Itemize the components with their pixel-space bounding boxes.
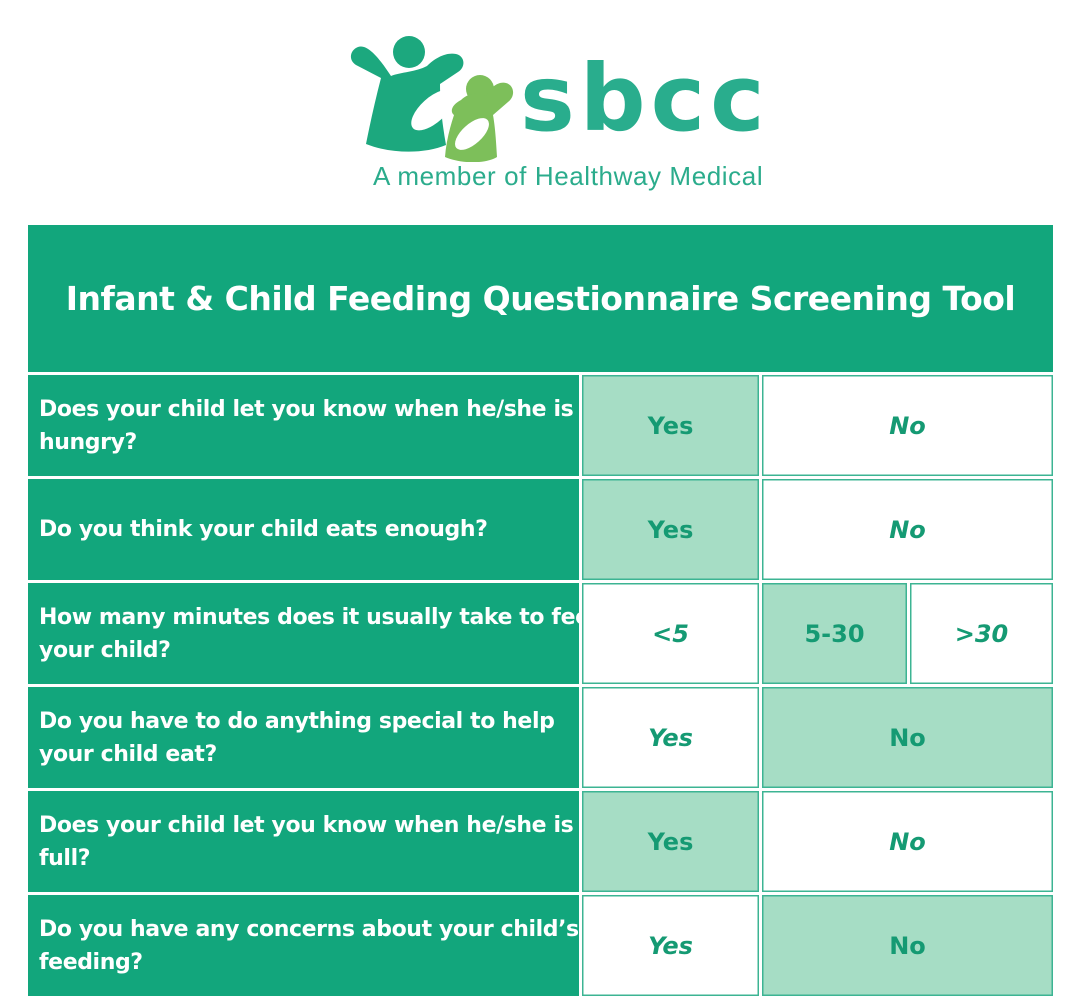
question-concerns: Do you have any concerns about your chil… — [28, 895, 579, 996]
answer-option-yes[interactable]: Yes — [582, 479, 759, 580]
answer-option-no[interactable]: No — [762, 375, 1053, 476]
answer-option-no[interactable]: No — [762, 791, 1053, 892]
answer-option-yes[interactable]: Yes — [582, 895, 759, 996]
answer-option-no[interactable]: No — [762, 895, 1053, 996]
question-feeding-minutes: How many minutes does it usually take to… — [28, 583, 605, 684]
answer-option-yes[interactable]: Yes — [582, 791, 759, 892]
answer-option-yes[interactable]: Yes — [582, 375, 759, 476]
answer-option-under-5[interactable]: <5 — [582, 583, 759, 684]
answer-option-yes[interactable]: Yes — [582, 687, 759, 788]
brand-wordmark: sbcc — [520, 45, 770, 152]
brand-tagline: A member of Healthway Medical — [373, 161, 764, 191]
question-full: Does your child let you know when he/she… — [28, 791, 579, 892]
answer-option-no[interactable]: No — [762, 687, 1053, 788]
answer-option-no[interactable]: No — [762, 479, 1053, 580]
answer-option-over-30[interactable]: >30 — [910, 583, 1053, 684]
answer-option-5-30[interactable]: 5-30 — [762, 583, 907, 684]
parent-child-figures-icon — [350, 36, 513, 162]
question-hungry: Does your child let you know when he/she… — [28, 375, 579, 476]
brand-header: sbcc A member of Healthway Medical — [0, 0, 1080, 225]
question-eats-enough: Do you think your child eats enough? — [28, 479, 579, 580]
questionnaire-table: Infant & Child Feeding Questionnaire Scr… — [28, 225, 1053, 996]
question-special-help: Do you have to do anything special to he… — [28, 687, 579, 788]
table-title: Infant & Child Feeding Questionnaire Scr… — [28, 225, 1053, 372]
